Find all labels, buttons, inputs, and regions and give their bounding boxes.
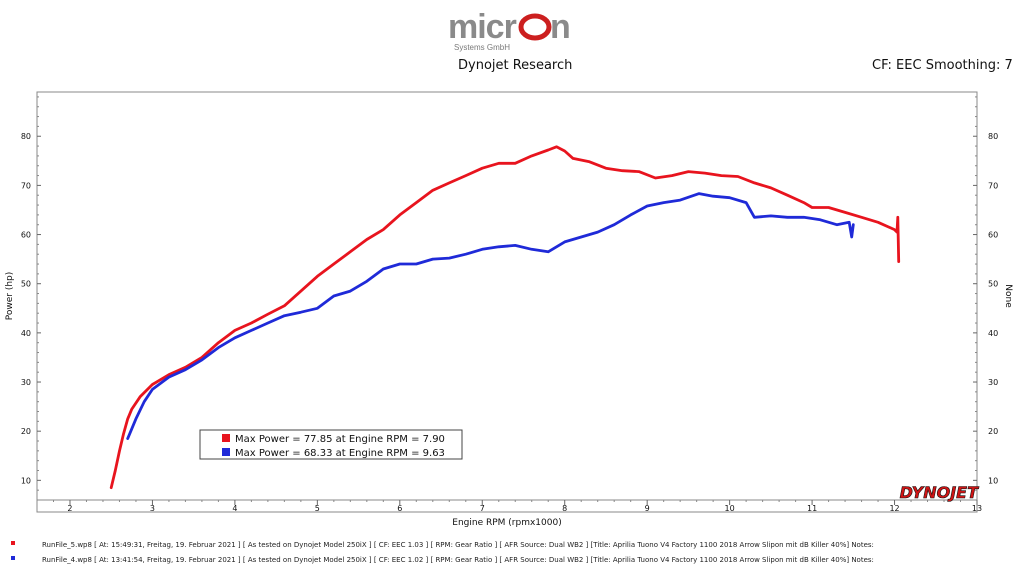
svg-text:n: n <box>550 8 571 46</box>
dynojet-brand: DYNOJET <box>900 483 980 502</box>
y-tick-label: 70 <box>21 181 31 190</box>
micron-logo: micr n Systems GmbH <box>448 8 571 52</box>
x-tick-label: 9 <box>645 504 650 513</box>
legend-label-run5: Max Power = 77.85 at Engine RPM = 7.90 <box>235 434 445 445</box>
y2-tick-label: 10 <box>988 476 998 485</box>
y-tick-label: 50 <box>21 280 31 289</box>
chart-title: Dynojet Research <box>458 58 573 73</box>
plot-area-border <box>36 91 978 501</box>
legend-swatch-run5 <box>222 434 230 442</box>
svg-text:micr: micr <box>448 8 517 46</box>
y2-tick-label: 70 <box>988 181 998 190</box>
correction-factor-label: CF: EEC Smoothing: 7 <box>872 58 1013 73</box>
series-line-0 <box>109 145 901 490</box>
legend-box <box>199 429 463 460</box>
x-tick-label: 7 <box>480 504 485 513</box>
x-tick-label: 4 <box>232 504 237 513</box>
x-tick-label: 8 <box>562 504 567 513</box>
y2-tick-label: 60 <box>988 231 998 240</box>
y-axis-label: Power (hp) <box>5 272 15 321</box>
y2-tick-label: 30 <box>988 378 998 387</box>
y-tick-label: 10 <box>21 476 31 485</box>
legend-label-run4: Max Power = 68.33 at Engine RPM = 9.63 <box>235 448 445 459</box>
y-tick-label: 60 <box>21 231 31 240</box>
run4-info: RunFile_4.wp8 [ At: 13:41:54, Freitag, 1… <box>42 556 874 564</box>
run5-info: RunFile_5.wp8 [ At: 15:49:31, Freitag, 1… <box>42 541 874 549</box>
x-tick-label: 5 <box>315 504 320 513</box>
run5-color-marker <box>11 541 15 545</box>
bottom-frame <box>36 499 978 513</box>
svg-text:Systems GmbH: Systems GmbH <box>454 43 510 52</box>
y-tick-label: 20 <box>21 427 31 436</box>
y2-tick-label: 50 <box>988 280 998 289</box>
x-tick-label: 12 <box>889 504 899 513</box>
y2-tick-label: 20 <box>988 427 998 436</box>
y-tick-label: 40 <box>21 329 31 338</box>
series-line-1 <box>126 192 855 440</box>
x-tick-label: 6 <box>397 504 402 513</box>
legend-swatch-run4 <box>222 448 230 456</box>
y2-tick-label: 40 <box>988 329 998 338</box>
y-tick-label: 80 <box>21 132 31 141</box>
x-tick-label: 13 <box>972 504 982 513</box>
x-tick-label: 2 <box>67 504 72 513</box>
x-tick-label: 10 <box>725 504 735 513</box>
run4-color-marker <box>11 556 15 560</box>
x-axis-label: Engine RPM (rpmx1000) <box>452 518 561 528</box>
x-tick-label: 3 <box>150 504 155 513</box>
y-tick-label: 30 <box>21 378 31 387</box>
legend: Max Power = 77.85 at Engine RPM = 7.90 M… <box>199 429 463 460</box>
x-tick-label: 11 <box>807 504 817 513</box>
y2-axis-label: None <box>1003 284 1013 308</box>
y2-tick-label: 80 <box>988 132 998 141</box>
